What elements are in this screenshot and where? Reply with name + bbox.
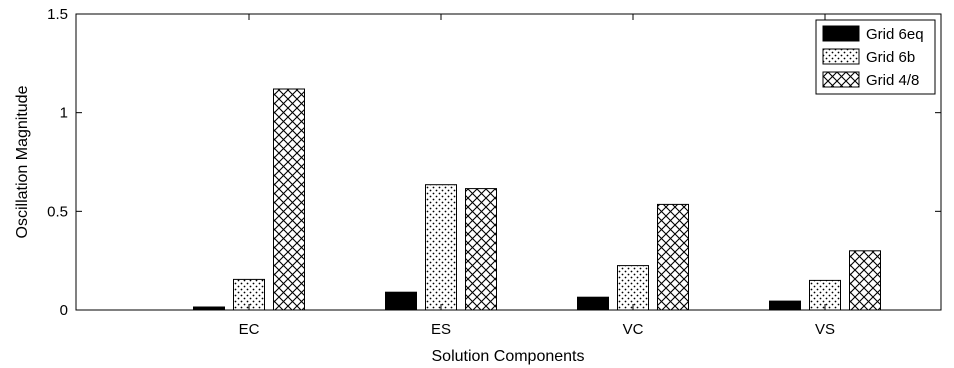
bar-grid-6eq-vc [577, 296, 609, 311]
legend-swatch [822, 48, 860, 65]
legend-label: Grid 4/8 [866, 72, 919, 89]
plot-area [75, 13, 942, 311]
bar-grid-4-8-ec [273, 88, 305, 311]
bar-grid-4-8-vc [657, 203, 689, 311]
y-axis-label: Oscillation Magnitude [14, 85, 31, 238]
bar-grid-6eq-es [385, 291, 417, 311]
y-tick-label: 1.5 [47, 6, 68, 23]
x-tick-label: VS [815, 321, 835, 338]
bar-grid-4-8-vs [849, 250, 881, 311]
legend: Grid 6eq Grid 6b Grid 4/8 [815, 19, 936, 95]
x-axis-label: Solution Components [432, 348, 585, 365]
legend-label: Grid 6eq [866, 26, 924, 43]
y-axis-ticks: 0 0.5 1 1.5 [47, 6, 941, 319]
x-tick-label: VC [623, 321, 644, 338]
bar-grid-4-8-es [465, 188, 497, 311]
legend-label: Grid 6b [866, 49, 915, 66]
x-tick-label: ES [431, 321, 451, 338]
bar-grid-6b-vc [617, 265, 649, 311]
legend-swatch [822, 71, 860, 88]
bar-grid-6b-es [425, 184, 457, 311]
legend-swatch [822, 25, 860, 42]
x-tick-label: EC [239, 321, 260, 338]
y-tick-label: 0.5 [47, 203, 68, 220]
y-tick-label: 0 [60, 302, 68, 319]
bar-grid-6eq-ec [193, 306, 225, 311]
y-tick-label: 1 [60, 105, 68, 122]
bar-grid-6eq-vs [769, 300, 801, 311]
x-axis-ticks: EC ES VC VS [239, 14, 835, 338]
